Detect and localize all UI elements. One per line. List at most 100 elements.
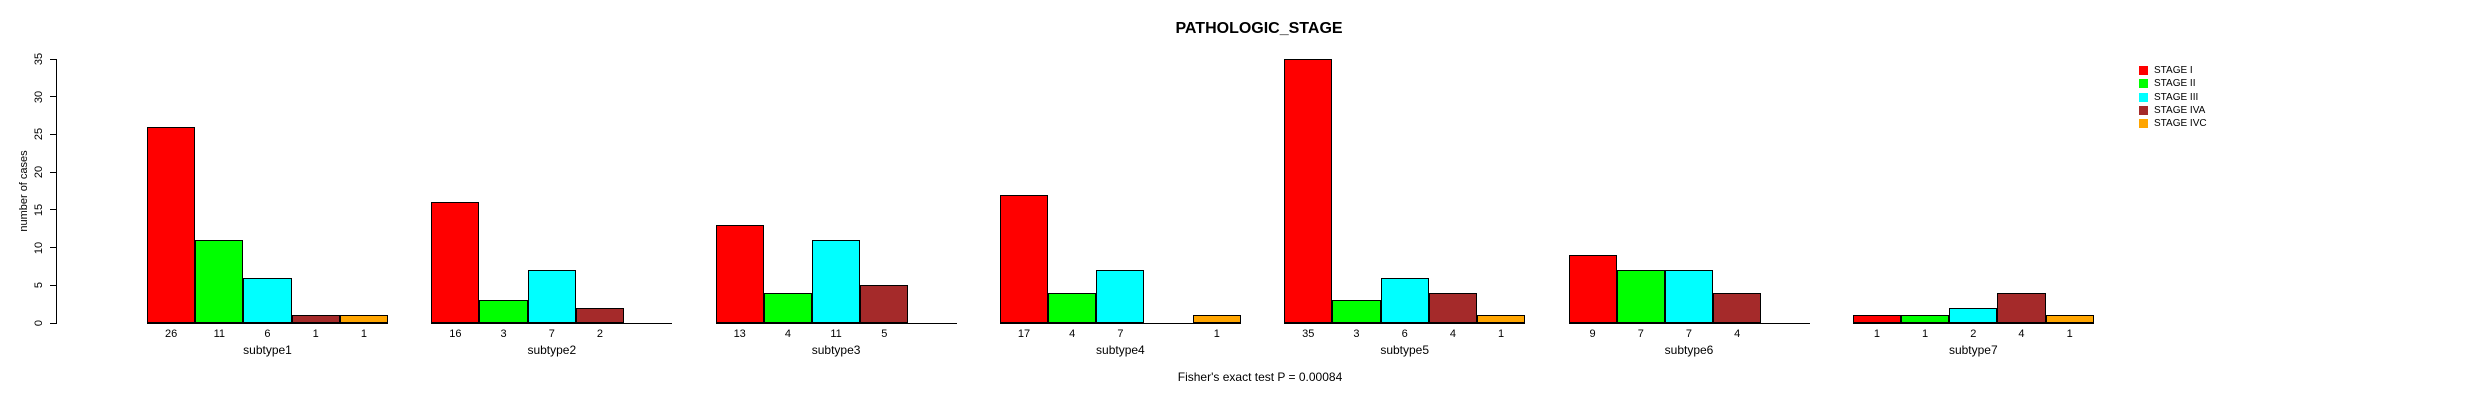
bar-value-label: 2 bbox=[596, 328, 604, 340]
bar-value-label: 7 bbox=[1117, 328, 1124, 340]
bar-value-label: 1 bbox=[360, 328, 367, 340]
bar-value-label: 3 bbox=[500, 328, 507, 340]
y-tick-label: 35 bbox=[33, 52, 45, 66]
bar-value-label: 1 bbox=[2066, 328, 2073, 340]
legend-label: STAGE IVA bbox=[2154, 104, 2206, 116]
bar-stage-ii bbox=[1900, 315, 1950, 323]
bar-stage-ii bbox=[1332, 300, 1381, 323]
group-baseline bbox=[1852, 323, 2094, 324]
y-tick-label: 10 bbox=[33, 241, 45, 254]
bar-value-label: 4 bbox=[1734, 328, 1741, 340]
bar-value-label: 2 bbox=[1970, 328, 1977, 340]
bar-stage-i bbox=[1284, 59, 1333, 323]
bar-stage-iva bbox=[860, 285, 909, 323]
legend-swatch bbox=[2139, 92, 2148, 102]
bar-stage-iii bbox=[527, 270, 576, 323]
bar-group: 13 4 11 5 subtype3 bbox=[715, 0, 957, 400]
bar-value-label: 4 bbox=[1069, 328, 1076, 340]
category-label: subtype1 bbox=[243, 343, 292, 357]
category-label: subtype6 bbox=[1664, 343, 1714, 357]
bar-stage-iii bbox=[1380, 277, 1429, 323]
y-tick-label: 15 bbox=[33, 203, 45, 216]
bar-value-label: 3 bbox=[1353, 328, 1360, 340]
legend-label: STAGE III bbox=[2154, 91, 2199, 103]
y-tick-mark bbox=[50, 133, 57, 135]
category-label: subtype5 bbox=[1380, 343, 1430, 357]
bar-stage-iii bbox=[243, 277, 292, 323]
bar-group: 35 3 6 4 1 subtype5 bbox=[1284, 0, 1526, 400]
bar-stage-iii bbox=[1949, 307, 1998, 323]
bar-value-label: 4 bbox=[2018, 328, 2025, 340]
y-tick-label: 20 bbox=[33, 166, 45, 179]
bar-stage-ii bbox=[195, 240, 244, 323]
bar-value-label: 26 bbox=[164, 328, 178, 340]
y-tick-label: 5 bbox=[33, 282, 45, 289]
group-baseline bbox=[715, 323, 957, 324]
group-baseline bbox=[1284, 323, 1526, 324]
legend-label: STAGE IVC bbox=[2154, 118, 2207, 130]
bar-stage-iva bbox=[1428, 292, 1477, 323]
y-tick-label: 30 bbox=[33, 90, 45, 103]
bar-group: 9 7 7 4 subtype6 bbox=[1568, 0, 1810, 400]
bar-value-label: 13 bbox=[733, 328, 746, 340]
bar-value-label: 1 bbox=[1213, 328, 1220, 340]
y-tick-mark bbox=[50, 284, 57, 286]
bar-stage-ivc bbox=[1476, 315, 1526, 323]
bar-value-label: 11 bbox=[830, 328, 842, 340]
category-label: subtype3 bbox=[811, 343, 861, 357]
bar-stage-i bbox=[1852, 315, 1901, 323]
bar-value-label: 35 bbox=[1302, 328, 1315, 340]
bar-stage-ii bbox=[479, 300, 528, 323]
legend: STAGE I STAGE II STAGE III STAGE IVA STAGE I… bbox=[2139, 66, 2207, 132]
bar-stage-i bbox=[147, 126, 196, 323]
bar-stage-i bbox=[999, 194, 1049, 323]
bar-stage-iva bbox=[291, 315, 340, 323]
bar-value-label: 16 bbox=[449, 328, 462, 340]
bar-stage-iva bbox=[1997, 292, 2046, 323]
group-baseline bbox=[1568, 323, 1810, 324]
bar-value-label: 7 bbox=[1637, 328, 1644, 340]
bar-stage-iva bbox=[575, 307, 625, 323]
group-baseline bbox=[431, 323, 673, 324]
bar-stage-ii bbox=[763, 292, 812, 323]
bar-stage-i bbox=[715, 224, 764, 323]
bar-stage-ivc bbox=[2045, 315, 2094, 323]
bar-stage-ii bbox=[1048, 292, 1097, 323]
y-axis-label: number of cases bbox=[18, 150, 30, 232]
category-label: subtype4 bbox=[1096, 343, 1145, 357]
category-label: subtype2 bbox=[527, 343, 577, 357]
y-tick-mark bbox=[50, 96, 57, 98]
category-label: subtype7 bbox=[1948, 343, 1998, 357]
bar-value-label: 7 bbox=[548, 328, 555, 340]
bar-value-label: 1 bbox=[312, 328, 319, 340]
legend-swatch bbox=[2139, 79, 2148, 89]
legend-swatch bbox=[2139, 105, 2148, 115]
bar-value-label: 1 bbox=[1922, 328, 1929, 340]
bar-value-label: 4 bbox=[1449, 328, 1456, 340]
bar-value-label: 6 bbox=[1401, 328, 1408, 340]
bar-value-label: 7 bbox=[1685, 328, 1693, 340]
bar-value-label: 4 bbox=[784, 328, 791, 340]
legend-item: STAGE IVC bbox=[2139, 118, 2207, 130]
bar-stage-iii bbox=[1096, 270, 1145, 323]
legend-swatch bbox=[2139, 66, 2148, 75]
bar-group: 16 3 7 2 subtype2 bbox=[431, 0, 673, 400]
bar-value-label: 6 bbox=[264, 328, 271, 340]
bar-value-label: 9 bbox=[1589, 328, 1596, 340]
legend-label: STAGE I bbox=[2154, 65, 2193, 76]
y-tick-label: 25 bbox=[33, 128, 45, 141]
group-baseline bbox=[147, 323, 388, 324]
bar-stage-ivc bbox=[1192, 315, 1241, 323]
chart-title: PATHOLOGIC_STAGE bbox=[1175, 20, 1343, 37]
bar-stage-iva bbox=[1713, 292, 1762, 323]
legend-item: STAGE IVA bbox=[2139, 104, 2207, 116]
bar-value-label: 17 bbox=[1017, 328, 1031, 340]
y-tick-label: 0 bbox=[33, 319, 45, 327]
bar-group: 26 11 6 1 1 subtype1 bbox=[147, 0, 388, 400]
bar-group: 1 1 2 4 1 subtype7 bbox=[1852, 0, 2094, 400]
legend-swatch bbox=[2139, 119, 2148, 129]
bar-value-label: 1 bbox=[1873, 328, 1880, 340]
legend-item: STAGE II bbox=[2139, 79, 2207, 89]
y-tick-mark bbox=[50, 58, 57, 60]
legend-item: STAGE III bbox=[2139, 91, 2207, 103]
